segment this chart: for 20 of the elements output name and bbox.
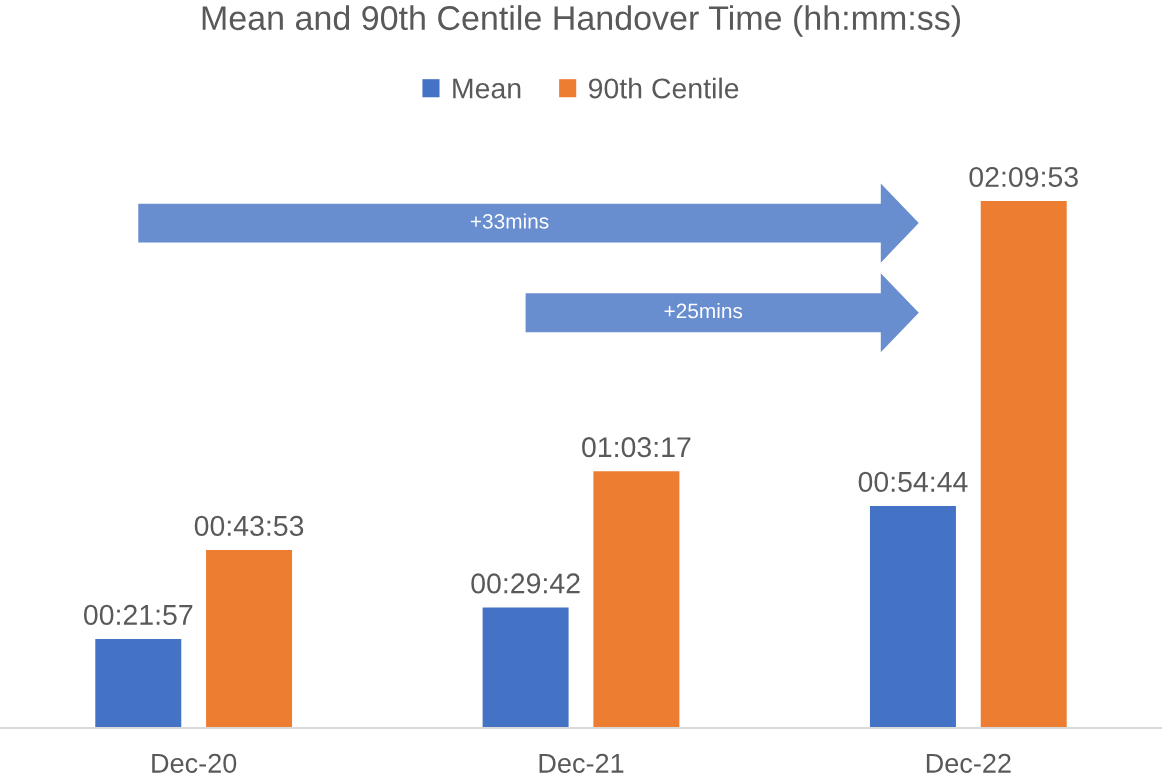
- bar: [869, 505, 956, 728]
- x-tick-label: Dec-21: [539, 753, 624, 773]
- data-label: 01:03:17: [582, 437, 691, 458]
- data-label: 00:54:44: [858, 471, 968, 492]
- annotation: +25mins: [664, 302, 743, 319]
- data-label: 00:29:42: [471, 573, 580, 594]
- x-tick-label: Dec-22: [926, 753, 1011, 773]
- legend-label: 90th Centile: [588, 77, 739, 99]
- bar: [593, 471, 680, 728]
- annotation: +33mins: [470, 213, 549, 229]
- bar: [206, 549, 293, 728]
- x-tick-label: Dec-20: [152, 753, 237, 773]
- bar: [980, 201, 1067, 728]
- bar: [482, 607, 569, 728]
- data-label: 00:43:53: [194, 515, 304, 536]
- bar: [95, 638, 182, 728]
- chart-title: Mean and 90th Centile Handover Time (hh:mm:ss): [202, 5, 961, 37]
- data-label: 00:21:57: [83, 604, 193, 625]
- data-label: 02:09:53: [969, 166, 1078, 188]
- legend-label: Mean: [453, 78, 521, 99]
